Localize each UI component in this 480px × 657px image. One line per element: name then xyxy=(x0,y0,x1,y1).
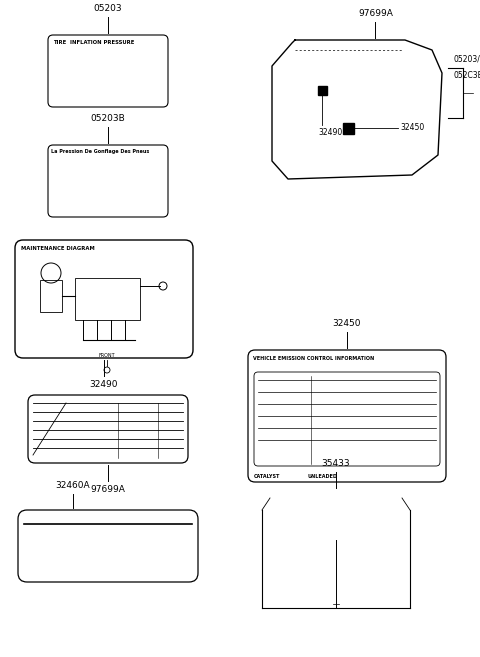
Bar xyxy=(343,122,353,133)
Text: 05203: 05203 xyxy=(94,4,122,13)
Text: 97699A: 97699A xyxy=(91,485,125,494)
Text: 35433: 35433 xyxy=(322,459,350,468)
Bar xyxy=(317,85,326,95)
FancyBboxPatch shape xyxy=(254,372,440,466)
Text: 052C3B: 052C3B xyxy=(453,71,480,80)
Text: VEHICLE EMISSION CONTROL INFORMATION: VEHICLE EMISSION CONTROL INFORMATION xyxy=(253,356,374,361)
Text: 32450: 32450 xyxy=(400,124,424,133)
FancyBboxPatch shape xyxy=(48,35,168,107)
Text: 05203/: 05203/ xyxy=(453,55,480,64)
Text: 32490: 32490 xyxy=(318,128,342,137)
Text: 97699A: 97699A xyxy=(358,9,393,18)
Text: MAINTENANCE DIAGRAM: MAINTENANCE DIAGRAM xyxy=(21,246,95,251)
FancyBboxPatch shape xyxy=(248,350,446,482)
FancyBboxPatch shape xyxy=(48,145,168,217)
Bar xyxy=(40,280,62,312)
Text: UNLEADED: UNLEADED xyxy=(308,474,338,479)
Text: TIRE  INFLATION PRESSURE: TIRE INFLATION PRESSURE xyxy=(53,40,134,45)
Text: CATALYST: CATALYST xyxy=(254,474,280,479)
Text: La Pression De Gonflage Des Pneus: La Pression De Gonflage Des Pneus xyxy=(51,149,149,154)
FancyBboxPatch shape xyxy=(18,510,198,582)
Text: FRONT: FRONT xyxy=(99,353,115,358)
FancyBboxPatch shape xyxy=(28,395,188,463)
Text: 32490: 32490 xyxy=(90,380,118,389)
Text: 05203B: 05203B xyxy=(91,114,125,123)
Text: 32450: 32450 xyxy=(333,319,361,328)
Text: 32460A: 32460A xyxy=(56,481,90,490)
Bar xyxy=(75,278,140,320)
FancyBboxPatch shape xyxy=(15,240,193,358)
